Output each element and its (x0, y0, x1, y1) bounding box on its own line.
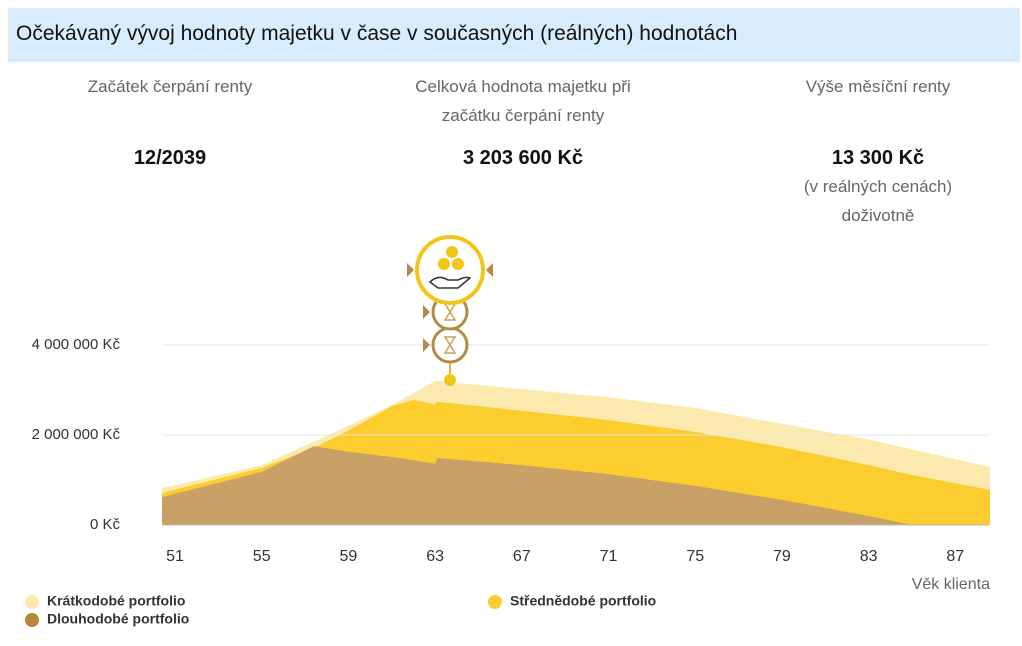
legend-label: Krátkodobé portfolio (47, 593, 185, 609)
summary-value: 12/2039 (133, 147, 207, 169)
x-tick-label: 59 (340, 548, 358, 565)
summary-item: Celková hodnota majetku při začátku čerpá… (373, 72, 673, 172)
x-tick-label: 79 (773, 548, 791, 565)
x-tick-label: 67 (513, 548, 531, 565)
legend-swatch (25, 595, 39, 609)
x-tick-label: 55 (253, 548, 271, 565)
legend-swatch (25, 613, 39, 627)
summary-item: Výše měsíční renty 13 300 Kč (v reálných c… (728, 72, 1022, 230)
legend-swatch (488, 595, 502, 609)
summary-label: Začátek čerpání renty (87, 77, 253, 96)
x-tick-label: 83 (860, 548, 878, 565)
summary-label: Celková hodnota majetku při (415, 77, 631, 96)
x-tick-label: 87 (946, 548, 964, 565)
header-title: Očekávaný vývoj hodnoty majetku v čase v… (16, 22, 738, 45)
y-tick-label: 0 Kč (90, 516, 121, 533)
summary-item: Začátek čerpání renty 12/2039 (20, 72, 320, 172)
x-tick-label: 75 (686, 548, 704, 565)
x-tick-label: 71 (600, 548, 618, 565)
summary-label: začátku čerpání renty (441, 106, 605, 125)
y-tick-label: 4 000 000 Kč (32, 336, 121, 353)
legend-label: Střednědobé portfolio (510, 593, 656, 609)
legend-label: Dlouhodobé portfolio (47, 611, 189, 627)
header: Očekávaný vývoj hodnoty majetku v čase v… (8, 8, 1020, 62)
summary-note: (v reálných cenách) (803, 177, 953, 196)
summary-label: Výše měsíční renty (805, 77, 951, 96)
y-tick-label: 2 000 000 Kč (32, 426, 121, 443)
event-marker (407, 235, 493, 386)
x-tick-label: 63 (426, 548, 444, 565)
summary-value: 13 300 Kč (831, 147, 925, 169)
summary-value: 3 203 600 Kč (462, 147, 584, 169)
summary-note: doživotně (841, 206, 915, 225)
x-axis-label: Věk klienta (912, 576, 990, 593)
x-tick-label: 51 (166, 548, 184, 565)
area (162, 446, 990, 525)
